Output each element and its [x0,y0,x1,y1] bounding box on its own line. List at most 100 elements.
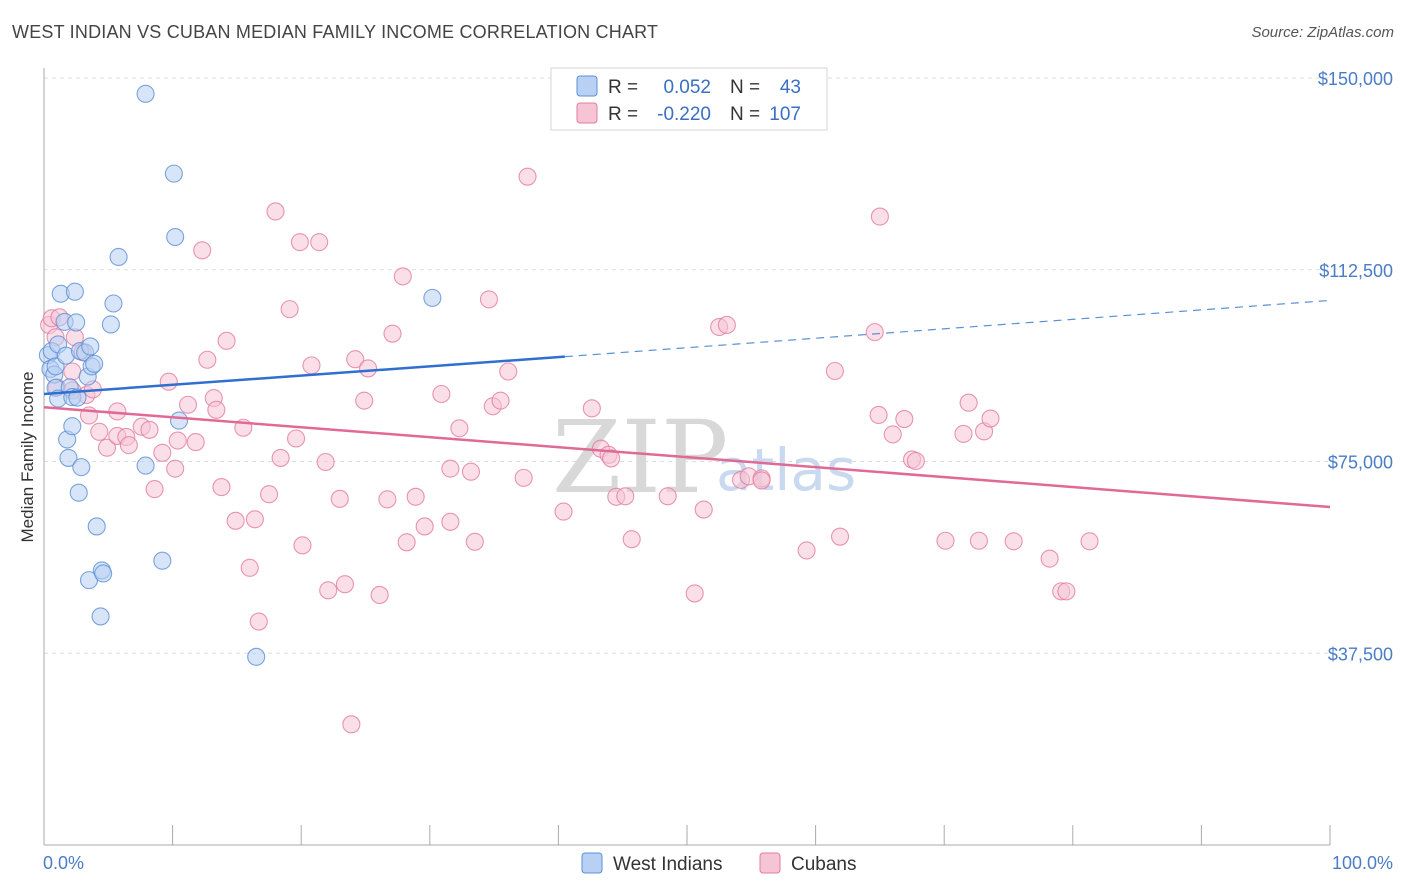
west-indian-point [153,551,172,570]
cuban-point [441,512,460,531]
legend-swatch-west-indians [576,75,598,97]
axes [43,68,1331,846]
cuban-point [461,462,481,481]
cuban-point [658,487,677,506]
cuban-point [198,350,217,369]
cuban-point [240,558,259,577]
west-indians-trend-line [43,355,565,396]
west-indian-point [169,411,189,430]
cuban-point [166,459,185,478]
cuban-point [266,202,285,221]
cuban-point [1040,549,1059,568]
chart-title: WEST INDIAN VS CUBAN MEDIAN FAMILY INCOM… [12,22,659,42]
cuban-point [465,532,484,551]
y-tick-labels: $37,500 $75,000 $112,500 $150,000 [1318,69,1393,664]
watermark-atlas: atlas [716,436,856,504]
cuban-point [97,438,117,457]
cuban-point [870,207,889,226]
y-axis-title: Median Family Income [18,371,37,542]
west-indian-point [247,647,266,666]
x-tick-label-max: 100.0% [1332,853,1393,873]
trend-lines [43,299,1331,509]
west-indian-point [136,84,155,103]
cuban-point [616,487,635,506]
cuban-point [63,362,82,381]
cuban-point [193,241,212,260]
cuban-point [1080,532,1099,551]
bottom-legend-swatch-west-indians [581,852,603,874]
cuban-point [293,536,312,555]
cuban-point [491,391,510,410]
source-label: Source: ZipAtlas.com [1251,24,1394,41]
cuban-point [1004,532,1023,551]
cuban-point [936,531,955,550]
cuban-point [883,425,902,444]
legend-n-label-west-indians: N = [730,77,760,98]
cuban-point [330,489,349,508]
west-indians-trend-extension [564,299,1331,358]
west-indian-point [104,294,123,313]
cuban-point [959,393,978,412]
cuban-point [378,490,397,509]
cuban-point [499,362,518,381]
cuban-point [319,581,338,600]
cubans-trend-line [43,406,1331,509]
cuban-point [212,478,231,497]
cuban-point [119,436,138,455]
cuban-point [178,395,198,414]
cuban-point [869,405,888,425]
cuban-point [895,410,914,429]
cuban-point [217,331,236,350]
west-indian-point [136,456,155,475]
legend-r-value-cubans: -0.220 [657,104,711,125]
cuban-point [370,585,389,605]
bottom-legend-swatch-cubans [759,852,781,874]
cuban-point [359,359,378,378]
gridlines [44,77,1330,654]
cuban-point [271,448,290,467]
cuban-point [685,584,704,603]
west-indian-point [94,564,113,583]
cuban-point [310,233,329,252]
y-tick-label: $112,500 [1319,261,1393,281]
cuban-point [479,290,499,309]
cuban-point [514,468,533,487]
west-indians-points [38,84,442,666]
cuban-point [432,384,451,404]
bottom-legend-label-west-indians: West Indians [613,854,722,875]
cuban-point [346,350,365,369]
cuban-point [954,424,973,443]
cuban-point [335,575,354,594]
west-indian-point [68,388,87,407]
cuban-point [450,419,469,438]
west-indian-point [65,282,84,301]
west-indian-point [164,164,183,183]
cuban-point [280,300,299,319]
cuban-point [906,451,925,471]
west-indian-point [91,607,110,626]
y-tick-label: $37,500 [1328,644,1393,664]
cuban-point [830,527,850,546]
cuban-point [287,429,306,448]
cuban-point [355,391,374,410]
cuban-point [397,533,416,552]
west-indian-point [87,517,106,536]
cuban-point [622,530,641,549]
cuban-point [752,471,771,490]
cuban-point [207,400,226,419]
west-indian-point [59,448,78,467]
west-indian-point [67,313,86,332]
cuban-point [245,510,264,529]
legend-n-value-west-indians: 43 [780,77,801,98]
cuban-point [159,372,178,391]
legend-swatch-cubans [576,102,598,124]
cuban-point [302,356,321,375]
watermark: ZIP atlas [552,399,856,516]
cuban-point [969,531,988,550]
cuban-point [415,517,434,536]
cuban-point [383,324,402,343]
cuban-point [249,612,268,631]
cuban-point [554,502,573,521]
legend: R = 0.052 N = 43 R = -0.220 N = 107 [550,67,828,131]
